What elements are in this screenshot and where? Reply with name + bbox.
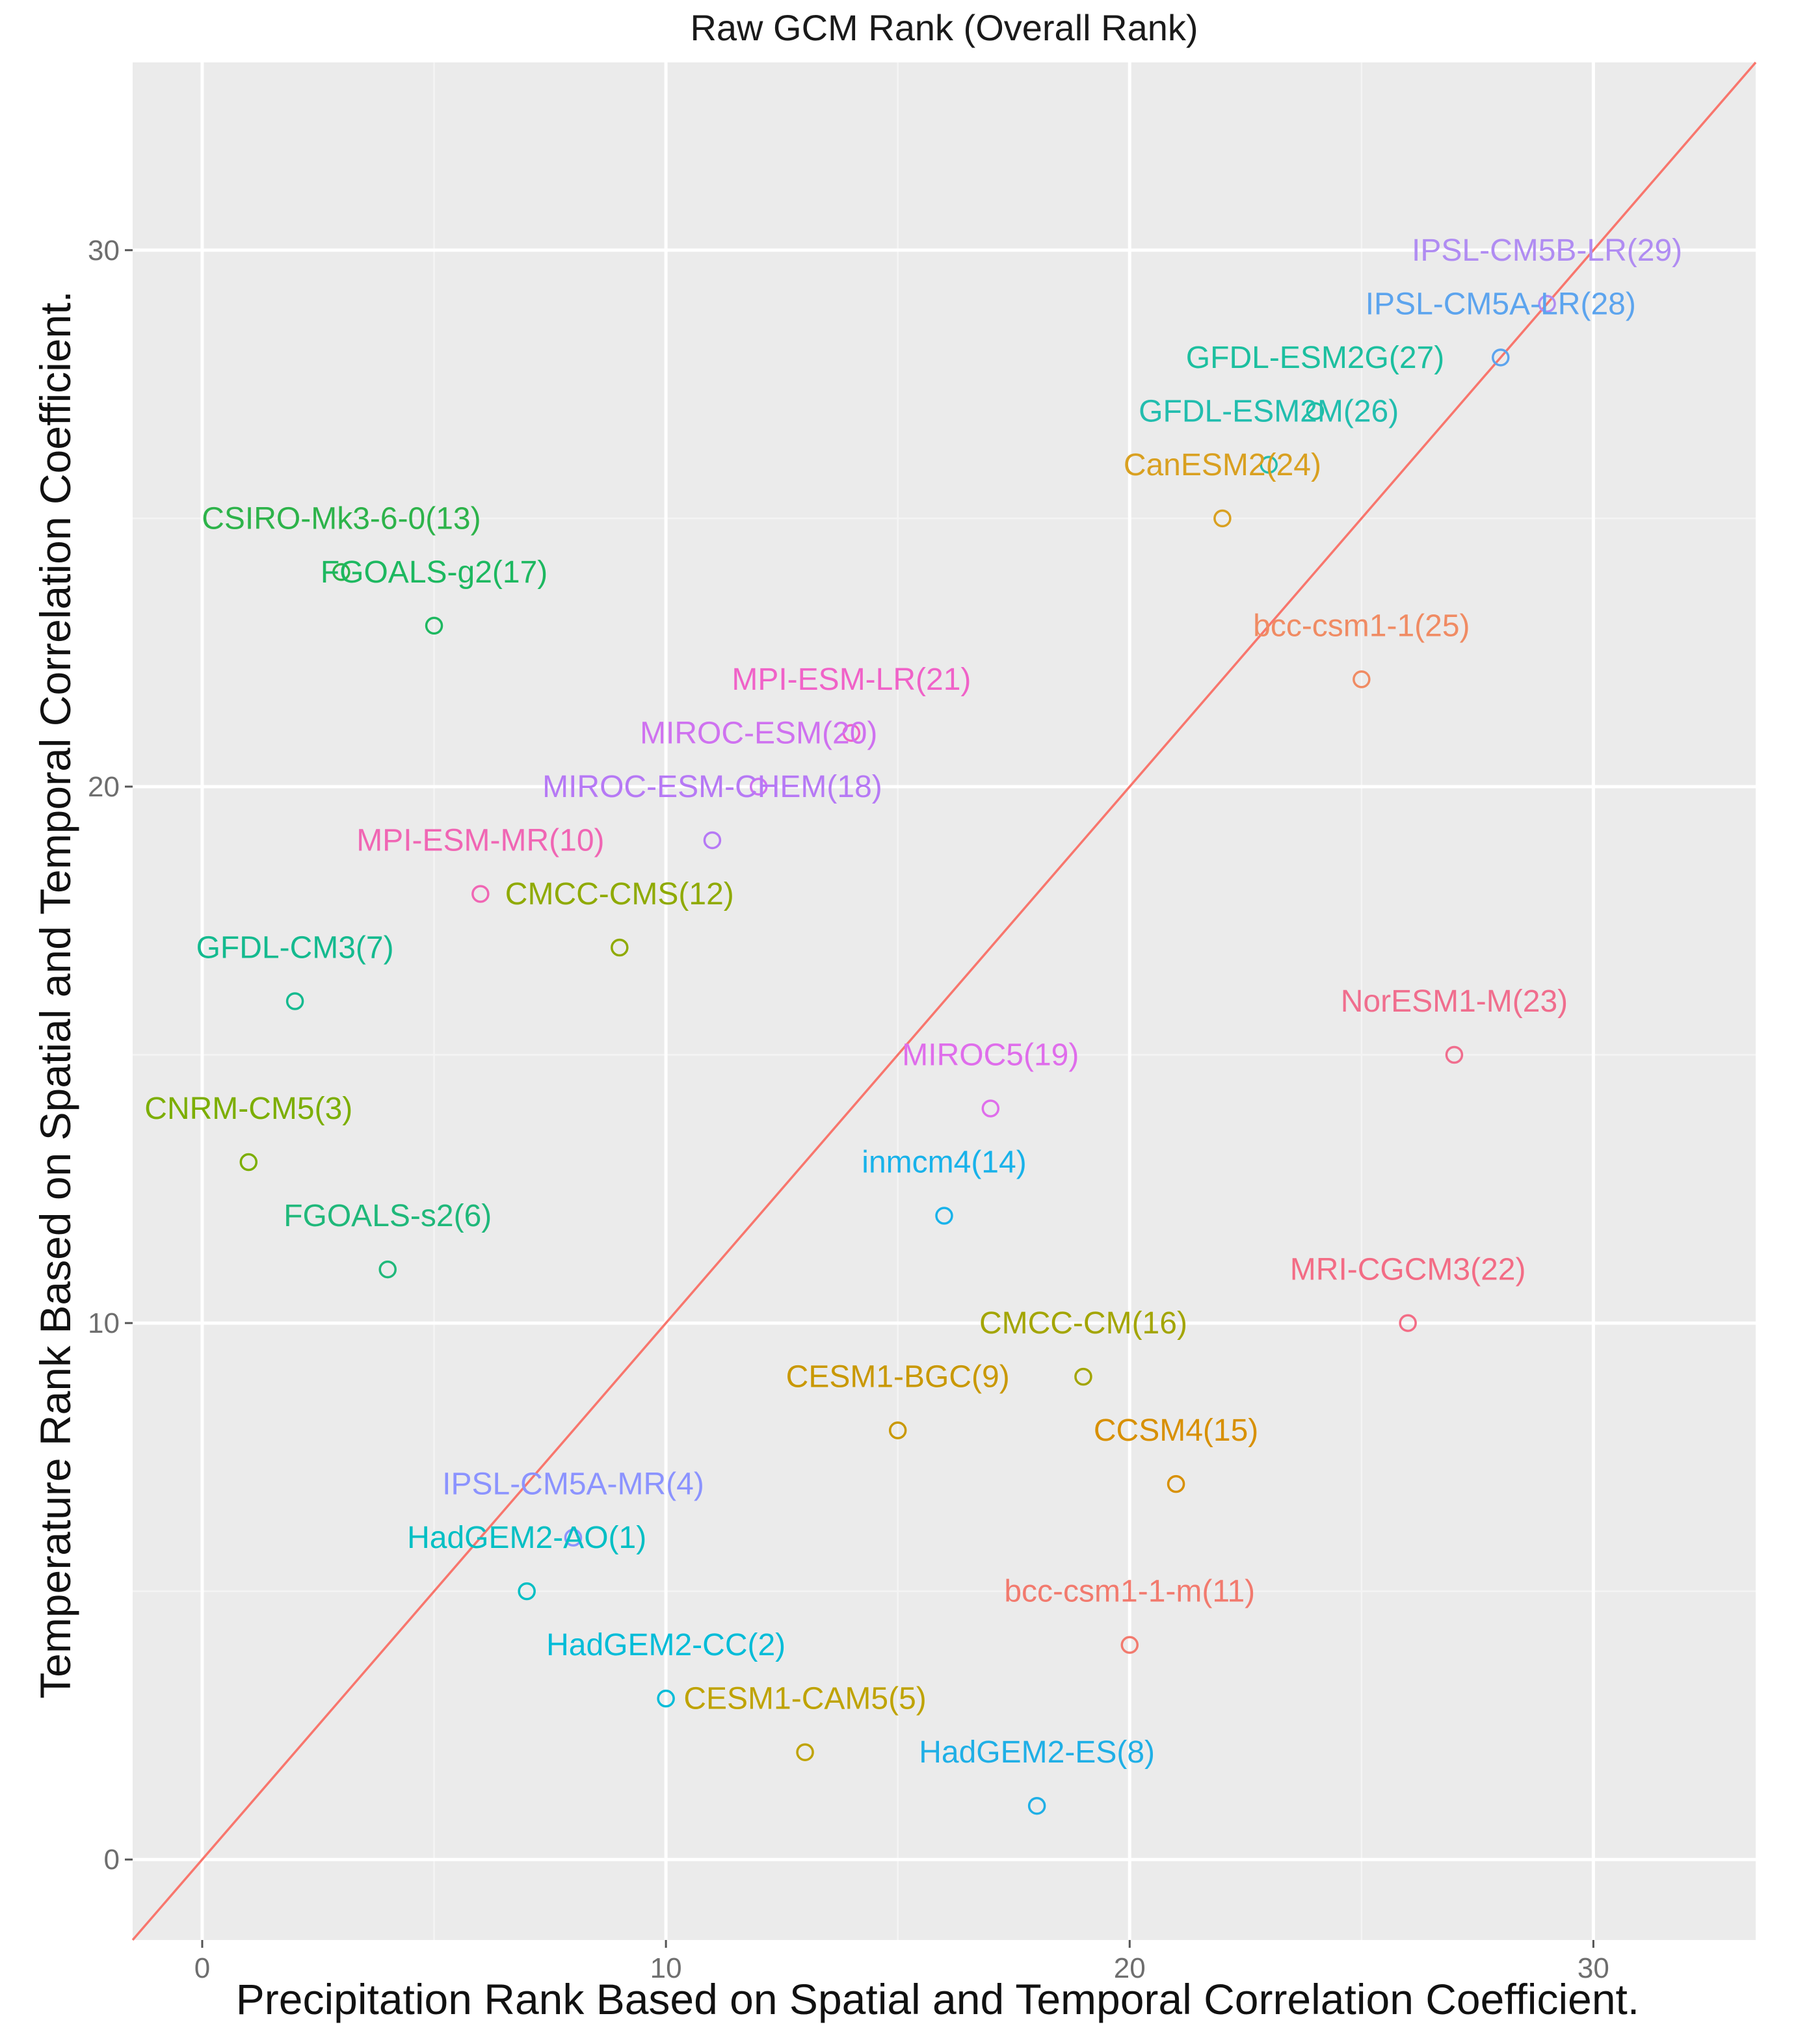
data-point <box>1399 1314 1417 1332</box>
data-point <box>1213 509 1232 528</box>
x-tick-label: 10 <box>650 1952 682 1984</box>
data-point <box>796 1743 814 1761</box>
y-tick-label: 30 <box>88 235 120 267</box>
y-tick-label: 20 <box>88 771 120 803</box>
data-point <box>285 992 304 1010</box>
data-point <box>888 1421 907 1439</box>
point-label: CMCC-CM(16) <box>979 1306 1187 1341</box>
data-point <box>935 1207 953 1225</box>
y-axis-title: Temperature Rank Based on Spatial and Te… <box>31 291 79 1699</box>
point-label: CanESM2(24) <box>1124 448 1321 482</box>
point-label: HadGEM2-AO(1) <box>407 1521 646 1555</box>
data-point <box>1353 670 1371 688</box>
data-point <box>378 1260 397 1279</box>
point-label: MRI-CGCM3(22) <box>1290 1253 1526 1287</box>
point-label: bcc-csm1-1-m(11) <box>1004 1575 1255 1609</box>
point-label: HadGEM2-ES(8) <box>919 1735 1155 1770</box>
point-label: bcc-csm1-1(25) <box>1253 609 1470 643</box>
reference-line-y-equals-x <box>131 61 1757 1941</box>
point-label: MIROC-ESM(20) <box>640 716 877 750</box>
data-point <box>703 831 722 850</box>
point-label: MPI-ESM-LR(21) <box>732 662 971 697</box>
y-tick-label: 10 <box>88 1307 120 1339</box>
x-tick-label: 30 <box>1578 1952 1609 1984</box>
data-point <box>842 724 861 742</box>
data-point <box>1492 348 1510 367</box>
y-tick-label: 0 <box>104 1844 120 1876</box>
data-point <box>611 938 629 957</box>
x-axis-title: Precipitation Rank Based on Spatial and … <box>236 1975 1639 2023</box>
data-point <box>1260 456 1278 474</box>
point-label: inmcm4(14) <box>862 1146 1026 1180</box>
data-point <box>1306 402 1325 421</box>
point-label: IPSL-CM5A-LR(28) <box>1366 287 1636 321</box>
data-point <box>1167 1474 1185 1493</box>
data-point <box>1074 1367 1092 1386</box>
data-point <box>471 885 490 903</box>
axis-ticks: 0 10 20 30 0 10 20 30 <box>88 235 1609 1984</box>
point-label: GFDL-ESM2M(26) <box>1139 394 1399 428</box>
grid-lines <box>133 62 1756 1940</box>
point-label: NorESM1-M(23) <box>1341 984 1568 1019</box>
data-point <box>564 1528 583 1547</box>
data-point <box>1538 295 1556 313</box>
point-label: GFDL-CM3(7) <box>196 930 394 965</box>
data-point <box>657 1689 675 1708</box>
chart-title: Raw GCM Rank (Overall Rank) <box>690 7 1198 48</box>
point-label: MPI-ESM-MR(10) <box>356 823 604 858</box>
point-label: HadGEM2-CC(2) <box>546 1628 786 1662</box>
x-tick-label: 0 <box>194 1952 210 1984</box>
point-label: GFDL-ESM2G(27) <box>1186 341 1444 375</box>
data-point <box>1027 1796 1046 1815</box>
point-label: CNRM-CM5(3) <box>144 1092 352 1126</box>
point-labels: HadGEM2-AO(1) HadGEM2-CC(2) CNRM-CM5(3) IPS… <box>144 233 1682 1770</box>
data-point <box>518 1582 536 1601</box>
point-label: MIROC5(19) <box>902 1038 1079 1073</box>
point-label: CMCC-CMS(12) <box>505 877 734 911</box>
point-label: IPSL-CM5B-LR(29) <box>1412 233 1682 268</box>
point-label: CCSM4(15) <box>1094 1413 1258 1448</box>
point-label: FGOALS-g2(17) <box>321 555 548 590</box>
data-point <box>239 1153 258 1172</box>
x-tick-label: 20 <box>1114 1952 1146 1984</box>
data-point <box>425 616 443 635</box>
data-point <box>981 1099 1000 1118</box>
point-label: CESM1-BGC(9) <box>786 1360 1010 1395</box>
data-point <box>332 563 350 581</box>
point-label: FGOALS-s2(6) <box>284 1199 492 1233</box>
data-point <box>749 778 768 796</box>
point-label: MIROC-ESM-CHEM(18) <box>542 770 882 804</box>
point-label: IPSL-CM5A-MR(4) <box>442 1467 704 1502</box>
point-label: CESM1-CAM5(5) <box>683 1682 926 1716</box>
data-points <box>239 295 1556 1815</box>
data-point <box>1120 1636 1139 1654</box>
point-label: CSIRO-Mk3-6-0(13) <box>202 501 481 536</box>
data-point <box>1445 1045 1464 1064</box>
